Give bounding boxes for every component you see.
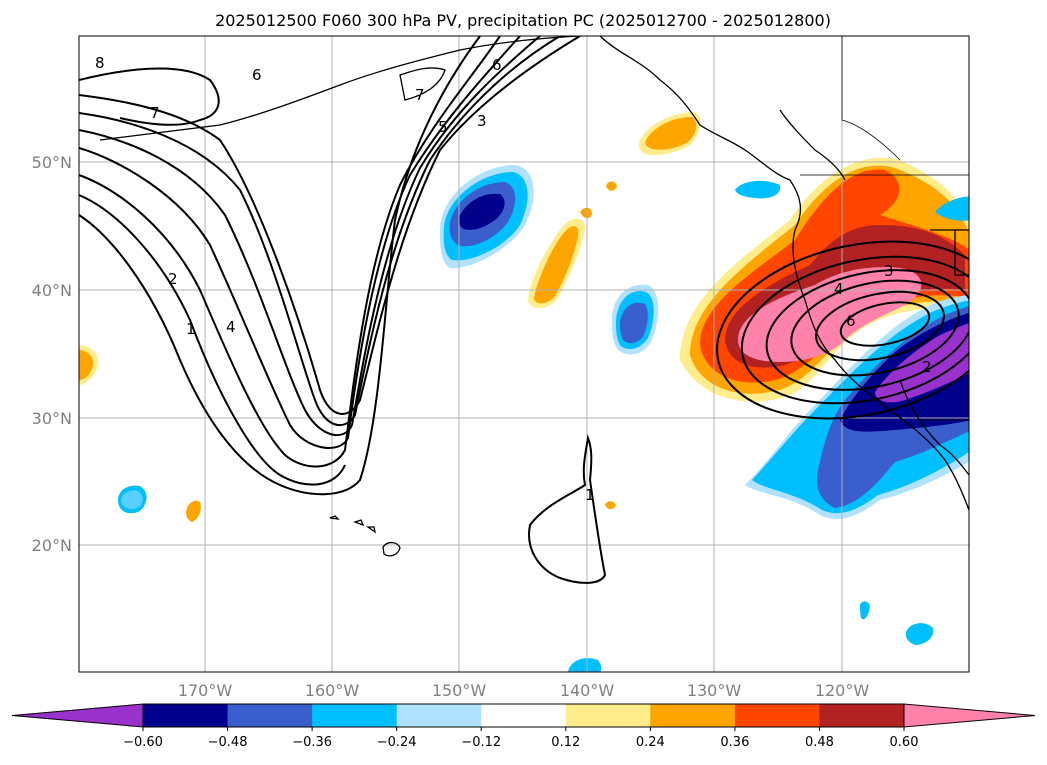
colorbar-cell <box>396 704 482 727</box>
colorbar-frame <box>142 703 905 728</box>
contour-label: 3 <box>884 262 894 280</box>
map-area: 8 6 7 7 6 5 3 2 1 4 1 3 4 6 2 <box>79 36 969 672</box>
precip-negative-blob-2c <box>620 302 648 344</box>
contour-label: 7 <box>415 86 425 104</box>
political-borders <box>800 36 969 421</box>
colorbar-tick-label: 0.12 <box>551 735 580 750</box>
colorbar-tick-label: 0.36 <box>720 735 749 750</box>
contour-labels: 8 6 7 7 6 5 3 2 1 4 1 3 4 6 2 <box>95 54 932 504</box>
map-frame <box>78 35 970 673</box>
precip-negative-small-6 <box>860 601 870 620</box>
precip-negative-small-5 <box>905 623 934 645</box>
hawaii-islands <box>329 515 401 557</box>
lon-label: 140°W <box>560 681 615 700</box>
contour-label: 2 <box>922 358 932 376</box>
contour-label: 8 <box>95 54 105 72</box>
colorbar-tick-label: −0.12 <box>461 735 501 750</box>
colorbar-cell <box>481 704 567 727</box>
colorbar-extend-min <box>11 703 144 728</box>
contour-label: 7 <box>150 104 160 122</box>
colorbar-cell <box>734 704 820 727</box>
precip-positive-small-4 <box>580 207 592 219</box>
graticule <box>79 36 969 672</box>
lat-label: 50°N <box>32 153 72 172</box>
contour-label: 4 <box>226 318 236 336</box>
colorbar-tick-label: −0.24 <box>377 735 417 750</box>
colorbar-cell <box>143 704 229 727</box>
precip-negative-small-4 <box>935 196 969 221</box>
precip-negative-blob-1d <box>458 193 505 230</box>
colorbar-cell <box>227 704 313 727</box>
contour-label: 5 <box>438 118 448 136</box>
colorbar-tick-label: 0.24 <box>636 735 665 750</box>
lat-label: 30°N <box>32 409 72 428</box>
lon-label: 160°W <box>305 681 360 700</box>
contour-label: 6 <box>492 56 502 74</box>
latitude-labels: 50°N 40°N 30°N 20°N <box>32 153 72 555</box>
contour-label: 2 <box>168 270 178 288</box>
pv-contours <box>79 36 969 584</box>
lat-label: 40°N <box>32 281 72 300</box>
precip-negative-small-2 <box>568 658 602 672</box>
precip-positive-blob-north-b <box>645 117 697 150</box>
contour-label: 4 <box>834 280 844 298</box>
lon-label: 120°W <box>815 681 870 700</box>
lon-label: 150°W <box>432 681 487 700</box>
contour-label: 3 <box>477 112 487 130</box>
colorbar-tick-label: −0.48 <box>208 735 248 750</box>
colorbar-tick-label: 0.60 <box>890 735 919 750</box>
colorbar: −0.60 −0.48 −0.36 −0.24 −0.12 0.12 0.24 0.36 0.4… <box>11 703 1036 750</box>
precip-positive-small-1 <box>186 500 201 522</box>
lon-label: 130°W <box>687 681 742 700</box>
lat-label: 20°N <box>32 536 72 555</box>
precip-shading <box>79 112 969 672</box>
coastlines <box>99 36 969 511</box>
lon-label: 170°W <box>178 681 233 700</box>
precip-positive-small-2 <box>606 181 617 191</box>
colorbar-cell <box>819 704 905 727</box>
precip-negative-small-3 <box>735 180 781 199</box>
precip-positive-streak-b <box>534 226 579 304</box>
colorbar-cell <box>650 704 736 727</box>
precip-negative-small-1b <box>121 490 143 510</box>
contour-label: 1 <box>585 486 595 504</box>
colorbar-cell <box>312 704 398 727</box>
contour-label: 1 <box>186 320 196 338</box>
precip-positive-small-3 <box>605 501 616 510</box>
contour-label: 6 <box>846 312 856 330</box>
contour-label: 6 <box>252 66 262 84</box>
colorbar-extend-max <box>903 703 1036 728</box>
precip-positive-west-b <box>79 350 94 380</box>
colorbar-tick-label: −0.36 <box>292 735 332 750</box>
figure-title: 2025012500 F060 300 hPa PV, precipitatio… <box>215 11 831 30</box>
longitude-labels: 170°W 160°W 150°W 140°W 130°W 120°W <box>178 681 870 700</box>
colorbar-cell <box>565 704 651 727</box>
colorbar-tick-label: −0.60 <box>123 735 163 750</box>
colorbar-tick-label: 0.48 <box>805 735 834 750</box>
